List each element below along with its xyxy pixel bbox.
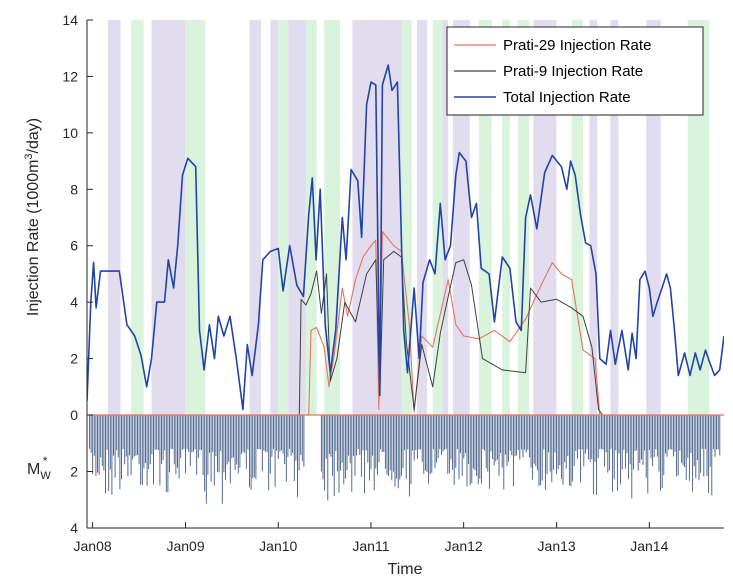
legend: Prati-29 Injection Rate Prati-9 Injection… xyxy=(446,26,704,116)
purple-band-23 xyxy=(646,20,661,415)
green-band-8 xyxy=(305,20,317,415)
purple-band-14 xyxy=(442,20,449,415)
x-tick-label-Jan11: Jan11 xyxy=(352,538,389,554)
green-band-6 xyxy=(278,20,289,415)
x-tick-label-Jan12: Jan12 xyxy=(445,538,483,554)
green-band-1 xyxy=(131,20,144,415)
y-tick-label-14: 14 xyxy=(62,12,78,28)
green-band-13 xyxy=(432,20,443,415)
green-band-18 xyxy=(517,20,530,415)
green-band-20 xyxy=(571,20,584,415)
y-tick-label-12: 12 xyxy=(62,68,78,84)
y-tick-label-10: 10 xyxy=(62,125,78,141)
mw-label-base: M xyxy=(27,461,40,478)
purple-band-0 xyxy=(107,20,121,415)
purple-band-12 xyxy=(416,20,428,415)
purple-band-7 xyxy=(288,20,306,415)
mw-axis-label: MW * xyxy=(27,454,51,482)
purple-band-21 xyxy=(589,20,598,415)
legend-label-prati9: Prati-9 Injection Rate xyxy=(503,63,643,80)
purple-band-19 xyxy=(533,20,557,415)
y-tick-label-2: 2 xyxy=(70,351,78,367)
green-band-24 xyxy=(687,20,710,415)
y-tick-label-4: 4 xyxy=(70,294,78,310)
x-tick-label-Jan09: Jan09 xyxy=(166,538,204,554)
mw-tick-label-2: 2 xyxy=(70,464,78,480)
green-band-16 xyxy=(478,20,492,415)
x-tick-label-Jan13: Jan13 xyxy=(538,538,576,554)
y-axis-label-sup: 3 xyxy=(23,153,35,159)
magnitude-stems xyxy=(89,415,721,504)
y-axis-label-suffix: /day) xyxy=(25,118,42,154)
x-axis-label: Time xyxy=(388,561,423,578)
x-tick-label-Jan08: Jan08 xyxy=(74,538,112,554)
green-band-11 xyxy=(401,20,412,415)
mw-label-sup: * xyxy=(43,454,48,468)
y-axis-label-prefix: Injection Rate (1000m xyxy=(25,160,42,317)
purple-band-22 xyxy=(610,20,619,415)
y-tick-label-6: 6 xyxy=(70,238,78,254)
mw-label-sub: W xyxy=(40,470,51,482)
x-tick-label-Jan10: Jan10 xyxy=(259,538,297,554)
total-line xyxy=(87,64,724,411)
green-band-17 xyxy=(502,20,510,415)
prati9-line xyxy=(87,250,724,415)
tick-labels: 0 2 4 6 8 10 12 14 2 4 Jan08 Jan09 Jan10 Jan11 Jan12 Ja… xyxy=(62,12,668,554)
legend-label-prati29: Prati-29 Injection Rate xyxy=(503,37,651,54)
chart-axes xyxy=(86,19,724,529)
legend-label-total: Total Injection Rate xyxy=(503,89,631,106)
x-tick-label-Jan14: Jan14 xyxy=(630,538,668,554)
mw-tick-label-4: 4 xyxy=(70,520,78,536)
purple-band-4 xyxy=(249,20,261,415)
y-axis-label: Injection Rate (1000m3/day) xyxy=(23,118,42,316)
purple-band-5 xyxy=(270,20,279,415)
y-tick-label-0: 0 xyxy=(70,407,78,423)
y-tick-label-8: 8 xyxy=(70,181,78,197)
injection-lines xyxy=(87,64,724,415)
prati29-line xyxy=(87,231,724,415)
green-band-3 xyxy=(185,20,206,415)
purple-band-15 xyxy=(452,20,470,415)
